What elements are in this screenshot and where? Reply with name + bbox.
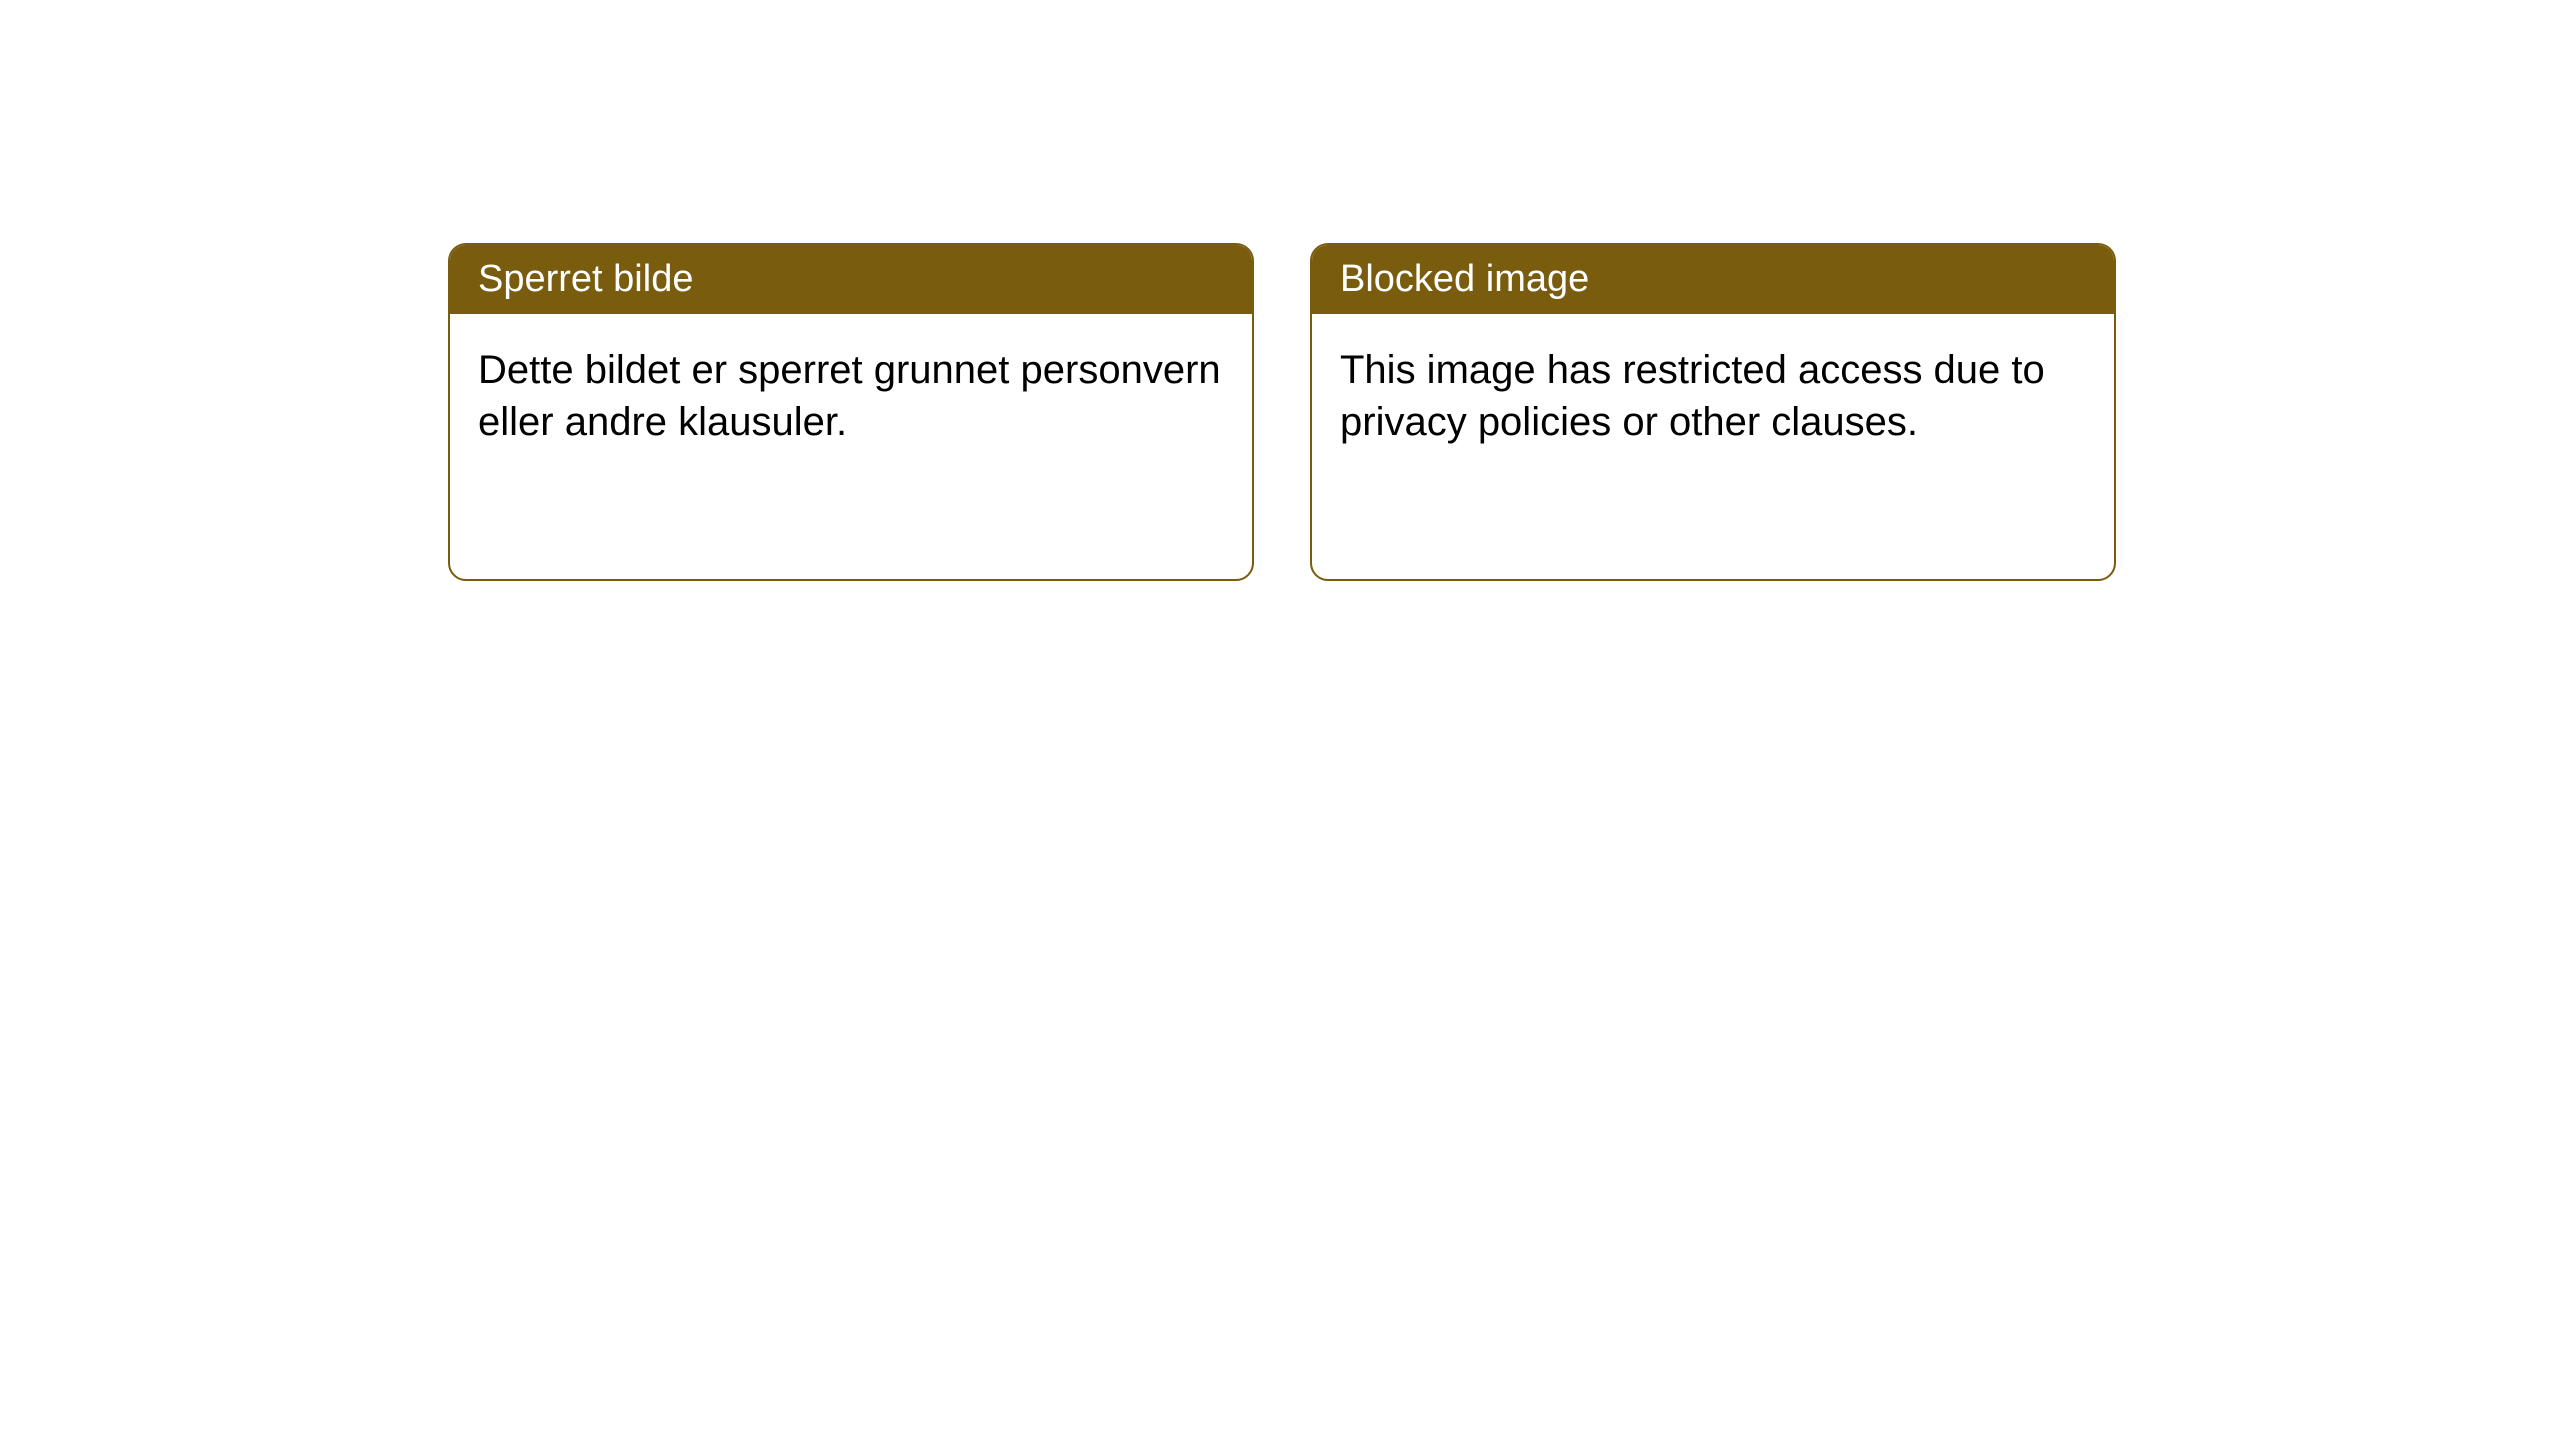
notice-card-norwegian: Sperret bilde Dette bildet er sperret gr…	[448, 243, 1254, 581]
notice-card-english: Blocked image This image has restricted …	[1310, 243, 2116, 581]
notice-card-title: Blocked image	[1312, 245, 2114, 314]
notice-card-body: This image has restricted access due to …	[1312, 314, 2114, 478]
notice-cards-container: Sperret bilde Dette bildet er sperret gr…	[0, 0, 2560, 581]
notice-card-title: Sperret bilde	[450, 245, 1252, 314]
notice-card-body: Dette bildet er sperret grunnet personve…	[450, 314, 1252, 478]
